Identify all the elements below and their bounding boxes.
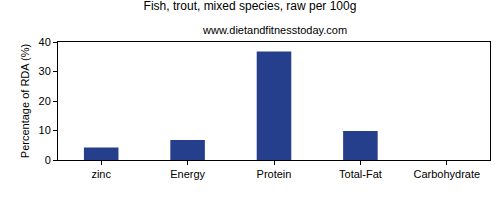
svg-text:Energy: Energy [170,168,205,180]
svg-text:Percentage of RDA (%): Percentage of RDA (%) [19,44,31,158]
svg-text:40: 40 [39,36,51,48]
svg-text:zinc: zinc [91,168,111,180]
svg-text:Carbohydrate: Carbohydrate [413,168,480,180]
svg-text:www.dietandfitnesstoday.com: www.dietandfitnesstoday.com [202,24,347,36]
svg-text:Protein: Protein [257,168,292,180]
svg-text:30: 30 [39,65,51,77]
svg-text:10: 10 [39,124,51,136]
svg-text:20: 20 [39,95,51,107]
svg-text:Fish, trout, mixed species, ra: Fish, trout, mixed species, raw per 100g [144,0,357,13]
svg-text:0: 0 [45,154,51,166]
svg-text:Total-Fat: Total-Fat [339,168,382,180]
